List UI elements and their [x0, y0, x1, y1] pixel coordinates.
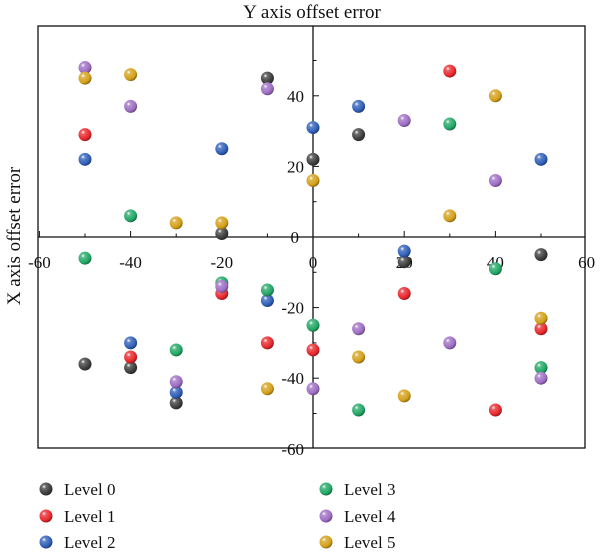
data-point — [397, 114, 411, 128]
x-tick-label: -20 — [210, 253, 233, 272]
series-level-0 — [78, 71, 548, 410]
data-point — [78, 61, 92, 75]
data-point — [169, 216, 183, 230]
data-point — [488, 262, 502, 276]
data-point — [534, 371, 548, 385]
data-points — [78, 61, 548, 417]
legend-marker — [39, 482, 53, 496]
legend-item: Level 0 — [39, 480, 115, 499]
data-point — [169, 343, 183, 357]
y-tick-label: -60 — [281, 440, 304, 459]
x-tick-label: 60 — [578, 253, 595, 272]
legend-label: Level 2 — [64, 533, 115, 552]
legend-item: Level 5 — [319, 533, 395, 552]
legend-label: Level 1 — [64, 507, 115, 526]
legend-item: Level 4 — [319, 507, 396, 526]
data-point — [488, 174, 502, 188]
y-tick-label: -40 — [281, 369, 304, 388]
data-point — [397, 244, 411, 258]
data-point — [78, 128, 92, 142]
legend-marker — [39, 509, 53, 523]
data-point — [306, 152, 320, 166]
data-point — [488, 403, 502, 417]
data-point — [397, 255, 411, 269]
data-point — [124, 68, 138, 82]
data-point — [443, 336, 457, 350]
legend-item: Level 1 — [39, 507, 115, 526]
data-point — [352, 128, 366, 142]
series-level-5 — [78, 68, 548, 403]
data-point — [352, 99, 366, 113]
y-tick-label: -20 — [281, 299, 304, 318]
data-point — [306, 318, 320, 332]
data-point — [124, 350, 138, 364]
data-point — [306, 174, 320, 188]
data-point — [397, 286, 411, 300]
legend-marker — [319, 535, 333, 549]
series-level-2 — [78, 99, 548, 399]
legend-marker — [319, 509, 333, 523]
legend-item: Level 3 — [319, 480, 395, 499]
data-point — [260, 382, 274, 396]
data-point — [306, 382, 320, 396]
data-point — [169, 375, 183, 389]
legend-label: Level 3 — [344, 480, 395, 499]
legend-label: Level 0 — [64, 480, 115, 499]
data-point — [260, 336, 274, 350]
legend-item: Level 2 — [39, 533, 115, 552]
data-point — [78, 357, 92, 371]
data-point — [534, 152, 548, 166]
legend-marker — [39, 535, 53, 549]
data-point — [215, 216, 229, 230]
data-point — [260, 82, 274, 96]
data-point — [215, 226, 229, 240]
data-point — [306, 343, 320, 357]
y-axis-title: X axis offset error — [4, 166, 25, 305]
data-point — [534, 248, 548, 262]
legend: Level 0 Level 1 Level 2 Level 3 Level 4 Level… — [39, 480, 396, 552]
data-point — [397, 389, 411, 403]
data-point — [260, 71, 274, 85]
data-point — [443, 117, 457, 131]
y-tick-label: 0 — [291, 228, 300, 247]
data-point — [534, 322, 548, 336]
data-point — [534, 361, 548, 375]
legend-label: Level 5 — [344, 533, 395, 552]
data-point — [352, 350, 366, 364]
data-point — [78, 152, 92, 166]
data-point — [443, 209, 457, 223]
top-axis-title: Y axis offset error — [243, 2, 381, 23]
data-point — [215, 279, 229, 293]
x-tick-label: 0 — [309, 253, 318, 272]
data-point — [488, 89, 502, 103]
data-point — [169, 396, 183, 410]
data-point — [443, 64, 457, 78]
legend-marker — [319, 482, 333, 496]
data-point — [215, 142, 229, 156]
y-tick-label: 20 — [287, 157, 304, 176]
data-point — [124, 99, 138, 113]
x-tick-label: -60 — [28, 253, 51, 272]
data-point — [260, 294, 274, 308]
data-point — [534, 311, 548, 325]
data-point — [124, 336, 138, 350]
data-point — [352, 322, 366, 336]
data-point — [124, 209, 138, 223]
y-tick-label: 40 — [287, 87, 304, 106]
data-point — [260, 283, 274, 297]
data-point — [124, 361, 138, 375]
data-point — [78, 71, 92, 85]
data-point — [306, 121, 320, 135]
legend-label: Level 4 — [344, 507, 396, 526]
series-level-4 — [78, 61, 548, 396]
x-tick-label: -40 — [119, 253, 142, 272]
data-point — [169, 385, 183, 399]
data-point — [352, 403, 366, 417]
data-point — [78, 251, 92, 265]
